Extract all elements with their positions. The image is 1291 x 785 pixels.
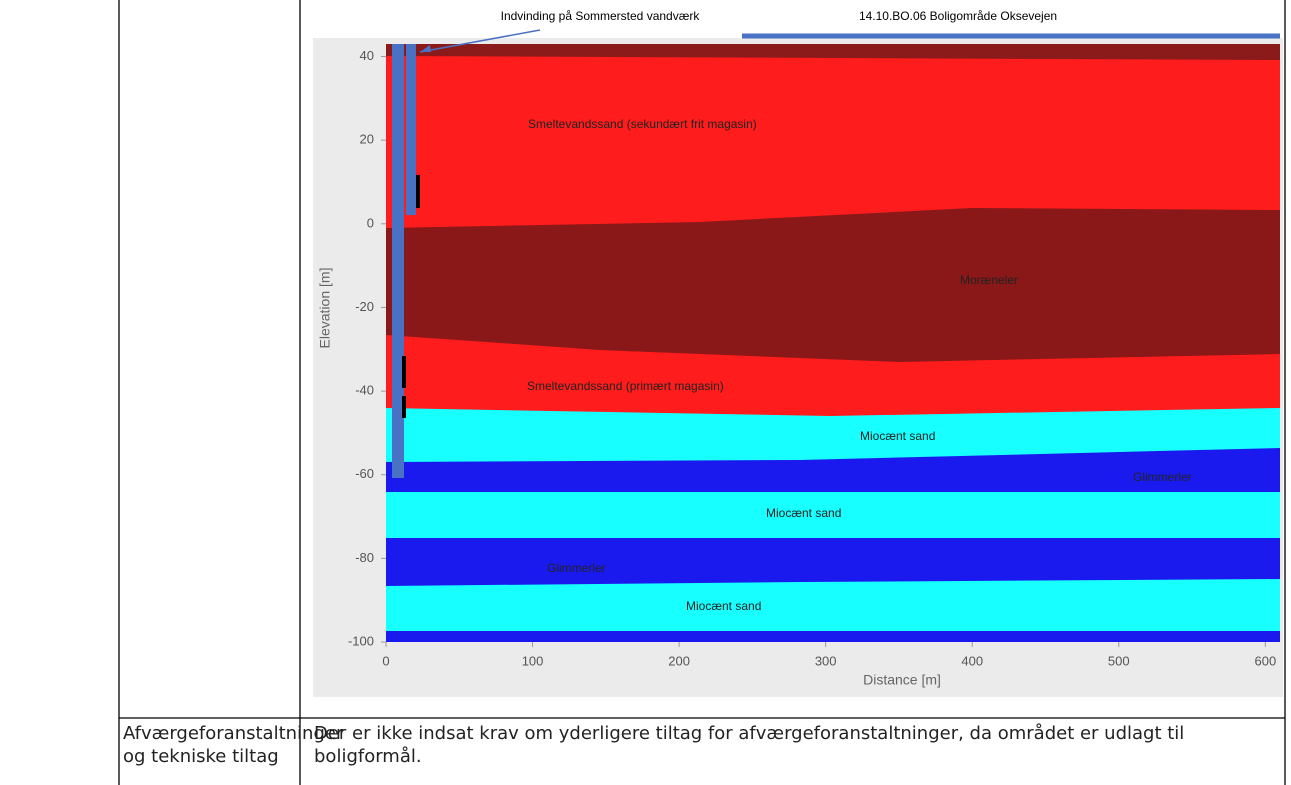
document-figure: Indvinding på Sommersted vandværk 14.10.… <box>0 0 1291 785</box>
filter <box>416 175 420 208</box>
x-tick-label: 0 <box>382 653 389 668</box>
y-tick-label: -100 <box>348 633 374 648</box>
layer-label: Miocænt sand <box>766 506 841 520</box>
y-tick-label: -20 <box>355 299 374 314</box>
table-cell: Afværgeforanstaltninger og tekniske tilt… <box>123 722 295 768</box>
y-tick-label: -60 <box>355 466 374 481</box>
layer-label: Moræneler <box>960 273 1018 287</box>
x-tick-label: 400 <box>961 653 983 668</box>
layer-label: Glimmerler <box>1133 470 1192 484</box>
x-tick-label: 100 <box>522 653 544 668</box>
annotation: Indvinding på Sommersted vandværk <box>501 9 701 23</box>
x-tick-label: 500 <box>1108 653 1130 668</box>
layer-label: Smeltevandssand (sekundært frit magasin) <box>528 117 757 131</box>
filter <box>402 356 406 388</box>
table-cell: Der er ikke indsat krav om yderligere ti… <box>314 722 1279 768</box>
x-tick-label: 600 <box>1254 653 1276 668</box>
layer-label: Smeltevandssand (primært magasin) <box>527 379 724 393</box>
page: Indvinding på Sommersted vandværk 14.10.… <box>0 0 1291 785</box>
y-axis-title: Elevation [m] <box>317 268 333 349</box>
x-axis-title: Distance [m] <box>863 672 941 688</box>
x-tick-label: 200 <box>668 653 690 668</box>
layer-label: Miocænt sand <box>860 429 935 443</box>
y-tick-label: 20 <box>360 132 374 147</box>
y-tick-label: 40 <box>360 48 374 63</box>
well-2 <box>406 44 416 215</box>
x-tick-label: 300 <box>815 653 837 668</box>
layer-label: Miocænt sand <box>686 599 761 613</box>
layer-label: Glimmerler <box>547 561 606 575</box>
layer-blue-3 <box>386 631 1280 642</box>
y-tick-label: -40 <box>355 383 374 398</box>
annotation: 14.10.BO.06 Boligområde Oksevejen <box>859 9 1057 23</box>
filter <box>402 396 406 418</box>
y-tick-label: 0 <box>367 215 374 230</box>
y-tick-label: -80 <box>355 550 374 565</box>
